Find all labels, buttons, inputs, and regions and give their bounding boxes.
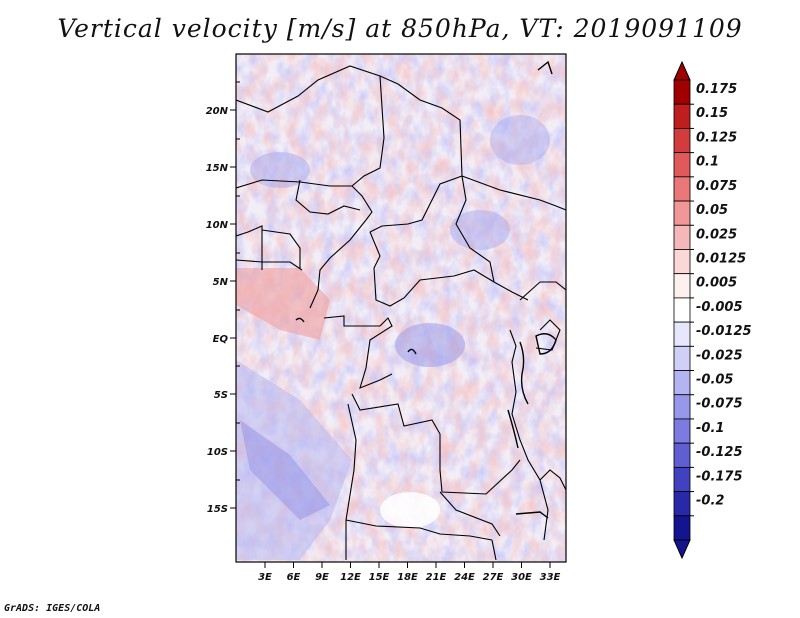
lat-label: 15S <box>207 504 228 515</box>
lat-label: 15N <box>206 163 229 174</box>
colorbar-label: -0.05 <box>696 373 733 388</box>
colorbar-label: -0.025 <box>696 348 743 363</box>
colorbar-swatch <box>673 176 691 202</box>
lon-label: 30E <box>511 572 532 583</box>
lat-label: 10S <box>207 447 228 458</box>
lakes <box>295 60 557 519</box>
colorbar-swatch <box>673 394 691 420</box>
lon-label: 27E <box>483 572 504 583</box>
colorbar-label: -0.0125 <box>696 324 752 339</box>
colorbar-swatch <box>673 273 691 299</box>
latitude-axis: 20N 15N 10N 5N EQ 5S 10S 15S <box>206 81 240 515</box>
lat-label: 5N <box>213 277 229 288</box>
colorbar-label: 0.175 <box>696 82 737 97</box>
colorbar-swatch <box>673 466 691 492</box>
colorbar-swatch <box>673 152 691 178</box>
colorbar-swatch <box>673 79 691 105</box>
map-title: Vertical velocity [m/s] at 850hPa, VT: 2… <box>57 14 743 43</box>
colorbar-label: 0.125 <box>696 130 737 145</box>
colorbar-swatch <box>673 249 691 275</box>
lon-label: 6E <box>287 572 301 583</box>
colorbar-label: -0.1 <box>696 421 724 436</box>
colorbar-label: 0.05 <box>696 203 728 218</box>
colorbar-swatch <box>673 418 691 444</box>
colorbar-swatch <box>673 345 691 371</box>
colorbar-swatch <box>673 442 691 468</box>
colorbar-label: 0.15 <box>696 106 728 121</box>
grads-footer: GrADS: IGES/COLA <box>4 603 101 614</box>
colorbar-swatch <box>673 128 691 154</box>
lat-label: EQ <box>213 334 229 345</box>
lon-label: 24E <box>454 572 475 583</box>
lat-label: 10N <box>206 220 229 231</box>
colorbar-swatch <box>673 491 691 517</box>
colorbar-label: -0.005 <box>696 300 743 315</box>
colorbar-swatch <box>673 103 691 129</box>
country-borders <box>236 65 566 561</box>
colorbar-label: 0.0125 <box>696 251 746 266</box>
lon-label: 33E <box>540 572 561 583</box>
colorbar-swatch <box>673 224 691 250</box>
colorbar-swatch <box>673 370 691 396</box>
lon-label: 3E <box>258 572 272 583</box>
lon-label: 9E <box>315 572 329 583</box>
colorbar-label: 0.1 <box>696 155 719 170</box>
colorbar-label: -0.075 <box>696 397 743 412</box>
colorbar-swatch <box>673 200 691 226</box>
lon-label: 12E <box>340 572 361 583</box>
colorbar-label: -0.175 <box>696 469 743 484</box>
colorbar-label: -0.2 <box>696 494 724 509</box>
colorbar-swatch <box>673 321 691 347</box>
map-frame <box>235 53 567 563</box>
colorbar-swatch <box>673 297 691 323</box>
colorbar-swatch <box>673 515 691 541</box>
lon-label: 18E <box>397 572 418 583</box>
lat-label: 5S <box>214 390 228 401</box>
velocity-field <box>236 54 566 562</box>
colorbar-top-arrow <box>673 60 691 81</box>
lon-label: 21E <box>426 572 447 583</box>
longitude-axis: 3E 6E 9E 12E 15E 18E 21E 24E 27E 30E 33E <box>258 562 561 583</box>
colorbar-label: -0.125 <box>696 445 743 460</box>
colorbar-label: 0.025 <box>696 227 737 242</box>
colorbar-label: 0.005 <box>696 276 737 291</box>
colorbar-label: 0.075 <box>696 179 737 194</box>
lon-label: 15E <box>369 572 390 583</box>
colorbar: 0.175 0.15 0.125 0.1 0.075 0.05 0.025 0.0125 0.0… <box>673 60 752 560</box>
colorbar-bottom-arrow <box>673 539 691 560</box>
lat-label: 20N <box>206 106 229 117</box>
